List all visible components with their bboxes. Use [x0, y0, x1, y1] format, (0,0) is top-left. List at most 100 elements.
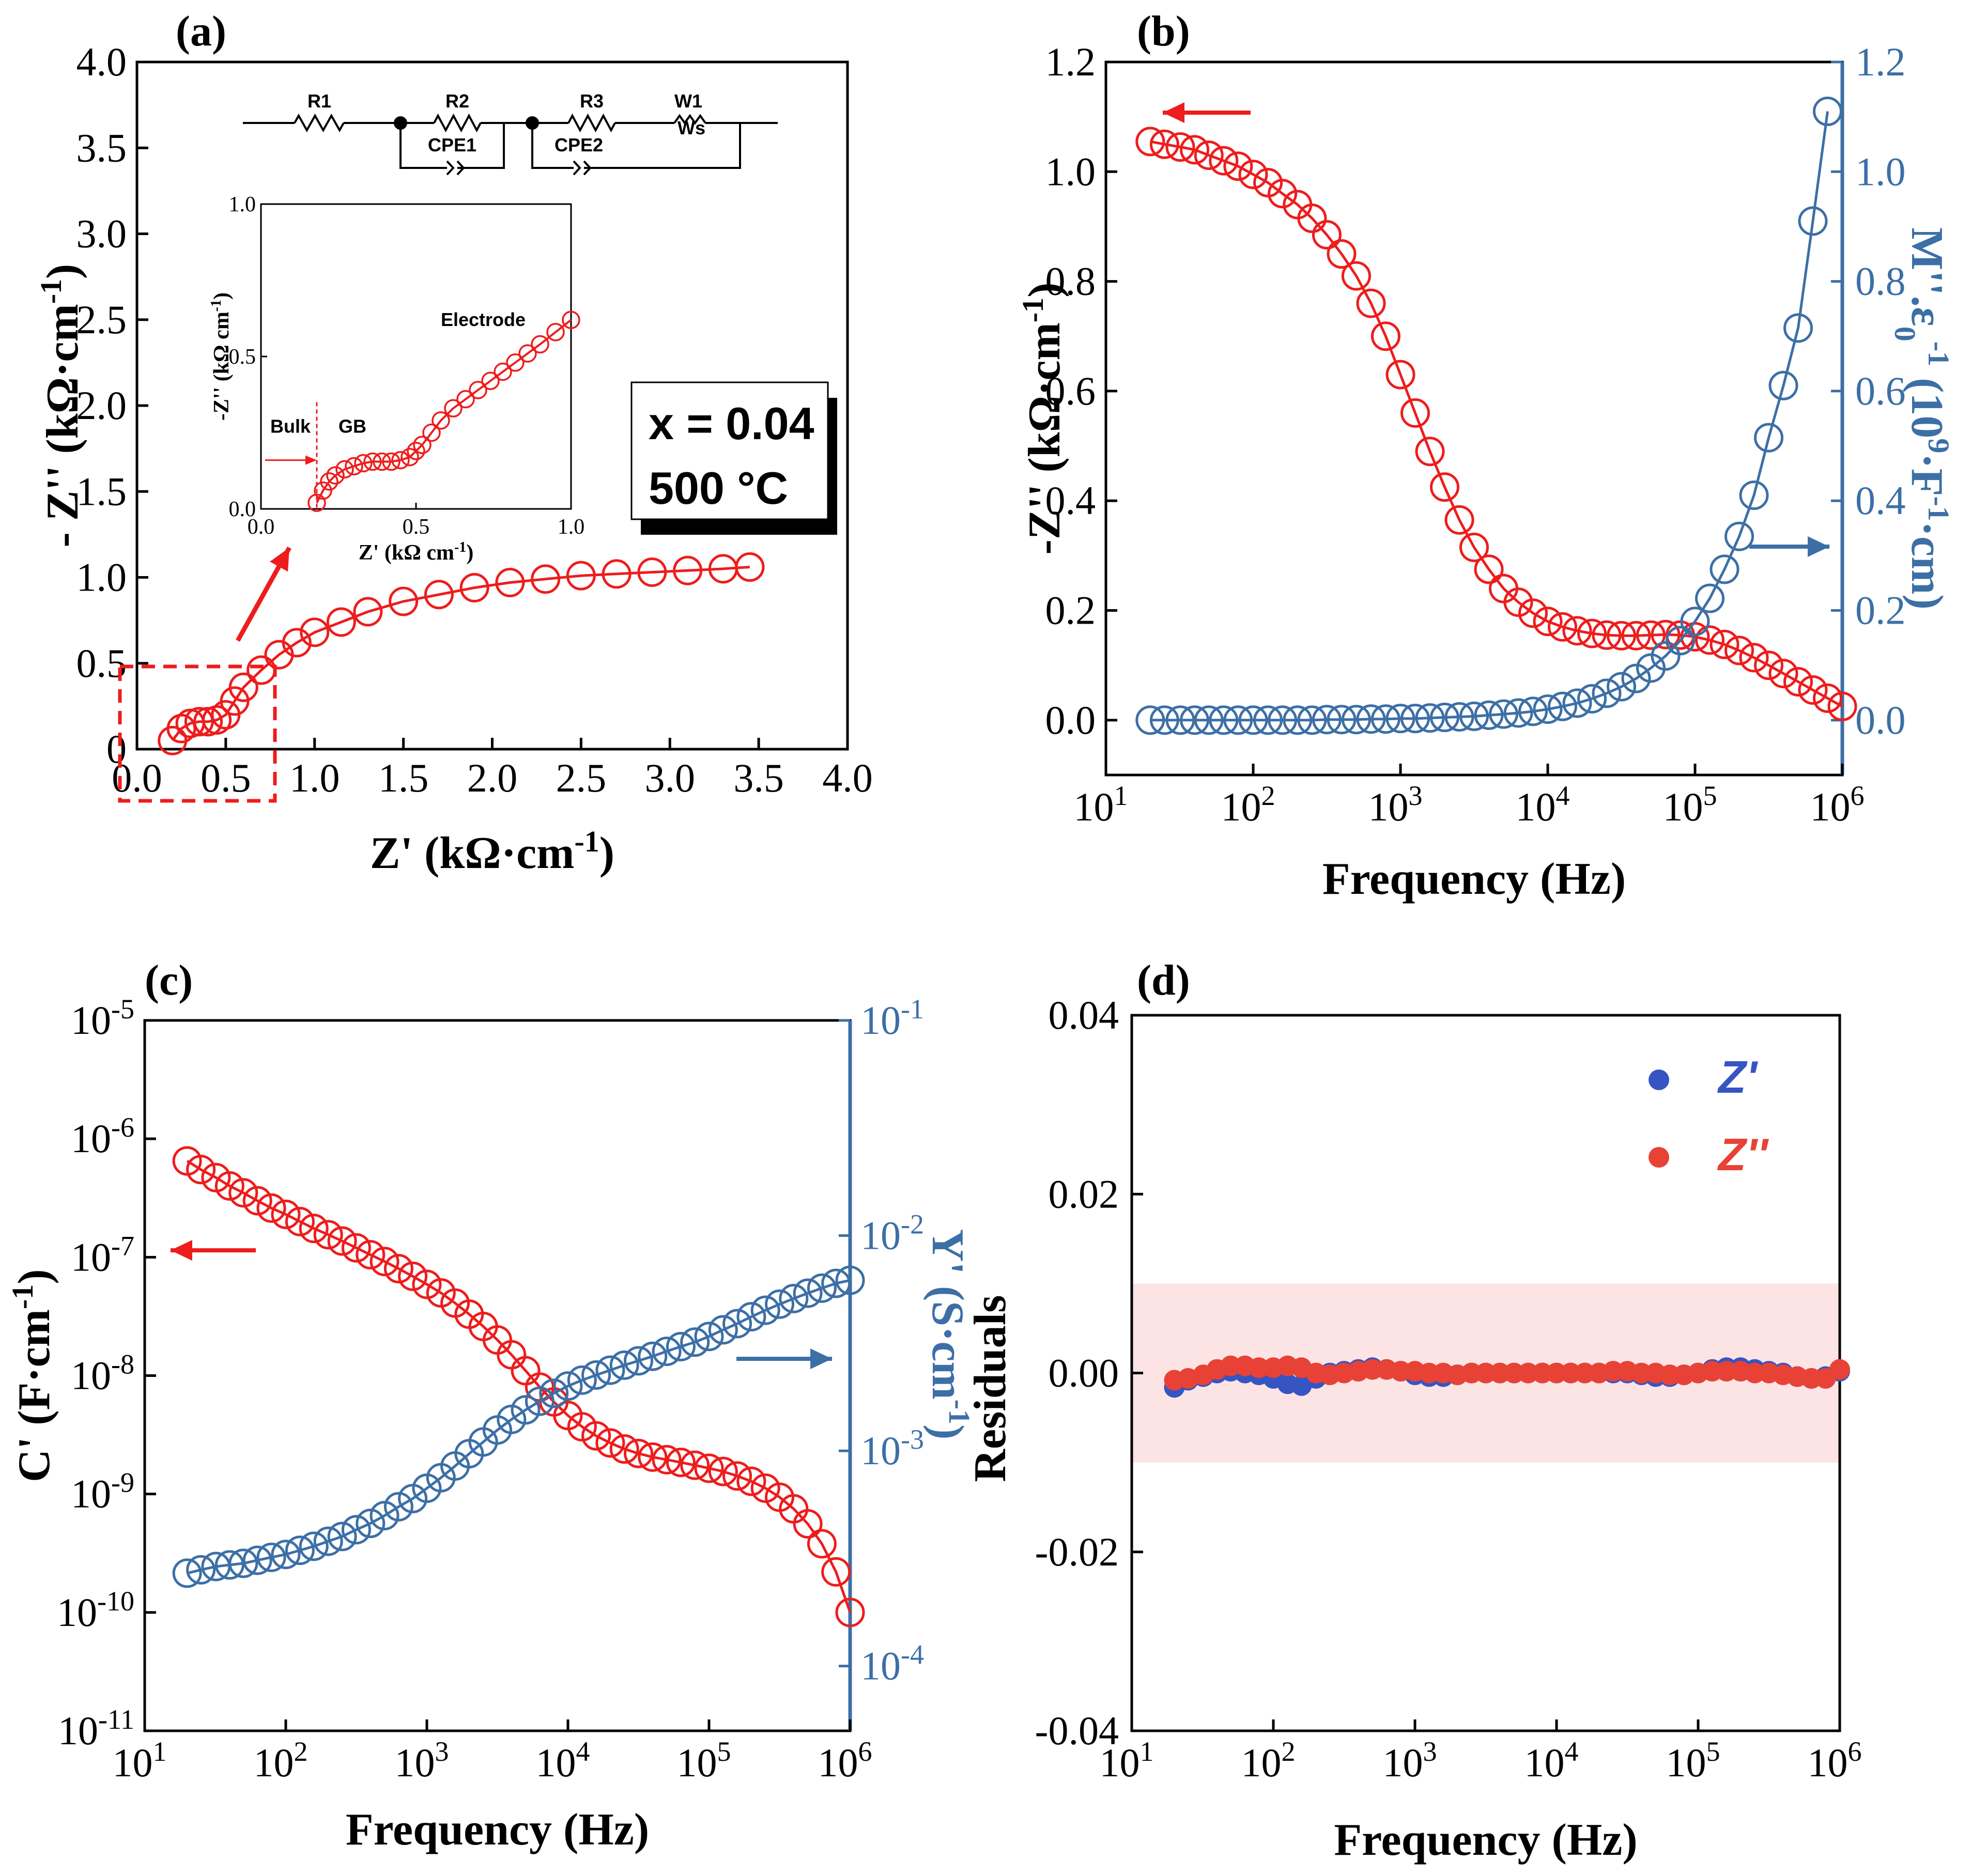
data-point-zpp	[1798, 675, 1828, 705]
x-tick-base: 10	[1368, 784, 1409, 829]
data-point-modulus	[1768, 370, 1798, 400]
x-tick-exp: 6	[1848, 1736, 1862, 1767]
y-tick-label: 0.0	[1045, 697, 1096, 742]
x-tick-exp: 3	[435, 1736, 449, 1767]
data-point-admittance	[708, 1315, 738, 1345]
x-axis-title-text: Z' (kΩ·cm	[370, 828, 575, 878]
x-tick-exp: 4	[1565, 1736, 1579, 1767]
data-point-modulus	[1415, 703, 1445, 733]
y-tick-base: 10	[71, 1234, 111, 1279]
y-tick-label: 0.4	[1045, 478, 1096, 523]
right-tick-base: 10	[860, 998, 901, 1043]
y-axis-title-sup: -1	[6, 1284, 39, 1309]
x-tick-base: 10	[1516, 784, 1556, 829]
data-point-capacitance	[412, 1269, 442, 1299]
right-tick-label: 10-2	[860, 1209, 924, 1258]
data-point-modulus	[1592, 678, 1622, 708]
data-point-zpp	[1165, 132, 1195, 162]
data-point-z	[566, 561, 596, 591]
data-point-modulus	[1680, 607, 1710, 637]
y-tick-label: 10-8	[71, 1349, 134, 1398]
data-point-z	[735, 552, 765, 582]
data-point-z	[673, 555, 703, 585]
inset-data-point	[391, 451, 410, 470]
inset-data-point	[326, 466, 345, 485]
warburg-w1	[673, 114, 706, 125]
right-tick-base: 10	[860, 1428, 901, 1473]
data-point-admittance	[807, 1273, 837, 1303]
right-tick-base: 10	[860, 1213, 901, 1258]
data-point-modulus	[1754, 423, 1783, 453]
data-point-admittance	[581, 1360, 611, 1390]
data-point-modulus	[1636, 653, 1666, 683]
resistor-r3	[567, 113, 616, 133]
residual-point-zpp	[1546, 1362, 1567, 1384]
data-point-zpp	[1356, 288, 1386, 318]
data-point-modulus	[1503, 698, 1533, 728]
data-point-modulus	[1577, 684, 1607, 714]
inset-data-point	[401, 447, 419, 467]
data-point-zpp	[1385, 360, 1415, 390]
data-point-capacitance	[807, 1529, 837, 1559]
panel-label-c: (c)	[145, 956, 193, 1004]
x-axis-title: Frequency (Hz)	[346, 1805, 649, 1855]
residual-point-zpp	[1220, 1355, 1241, 1376]
inset: 0.0 0.5 1.00.00.51.0Z' (kΩ cm-1)-Z'' (kΩ c…	[208, 193, 585, 565]
x-tick-label: 104	[1516, 780, 1570, 829]
data-point-capacitance	[694, 1453, 724, 1483]
x-tick-label: 2.0	[467, 755, 518, 800]
data-point-zpp	[1268, 179, 1298, 209]
y-axis-title-text: C' (F·cm	[9, 1309, 59, 1482]
data-point-capacitance	[609, 1434, 639, 1464]
y-tick-base: 10	[71, 1116, 111, 1161]
y-tick-label: 2.0	[76, 383, 127, 428]
inset-data-point	[562, 311, 580, 329]
right-title-sup9: 9	[1922, 438, 1956, 453]
data-point-zpp	[1547, 612, 1577, 642]
data-point-modulus	[1739, 480, 1769, 510]
inset-data-point	[407, 442, 425, 460]
x-axis-title: Frequency (Hz)	[1322, 854, 1626, 904]
data-point-capacitance	[242, 1186, 272, 1216]
cpe1-symbol	[446, 160, 465, 176]
x-axis-title: Z' (kΩ·cm-1)	[370, 825, 614, 879]
x-tick-exp: 4	[1556, 780, 1570, 811]
y-tick-label: 10-10	[57, 1586, 134, 1635]
y-tick-label: 0	[106, 726, 127, 771]
data-point-modulus	[1547, 691, 1577, 721]
data-point-admittance	[313, 1526, 343, 1556]
x-tick-base: 10	[677, 1740, 717, 1785]
residual-point-zpp	[1532, 1362, 1553, 1384]
data-point-zpp	[1180, 135, 1210, 165]
data-point-capacitance	[271, 1199, 301, 1229]
x-tick-label: 4.0	[822, 755, 873, 800]
x-tick-base: 10	[1808, 1740, 1848, 1785]
resistor-r1	[294, 113, 345, 133]
inset-y-tick-label: 0.0	[229, 498, 256, 521]
data-point-capacitance	[638, 1442, 668, 1472]
data-point-zpp	[1223, 151, 1253, 181]
right-title-part1: M''.ε	[1902, 227, 1952, 327]
x-tick-label: 105	[677, 1736, 731, 1785]
x-tick-base: 10	[1663, 784, 1703, 829]
x-tick-base: 10	[1383, 1740, 1423, 1785]
data-point-z	[495, 567, 525, 597]
inset-data-point	[373, 452, 391, 471]
data-point-admittance	[821, 1268, 851, 1298]
data-point-capacitance	[567, 1412, 597, 1441]
right-tick-label: 1.2	[1855, 39, 1906, 84]
x-axis-title-sup: -1	[574, 825, 599, 858]
data-point-z	[389, 586, 419, 616]
inset-y-tick-label: 1.0	[229, 193, 256, 216]
data-point-zpp	[1327, 239, 1357, 269]
data-point-zpp	[1312, 220, 1342, 250]
x-tick-exp: 4	[576, 1736, 590, 1767]
inset-data-point	[494, 362, 512, 381]
data-point-modulus	[1149, 705, 1179, 735]
circuit-label-ws: Ws	[677, 117, 705, 138]
circuit-label-w1: W1	[674, 90, 702, 112]
data-point-capacitance	[299, 1214, 329, 1244]
right-tick-label: 1.0	[1855, 149, 1906, 194]
data-point-zpp	[1533, 607, 1563, 637]
